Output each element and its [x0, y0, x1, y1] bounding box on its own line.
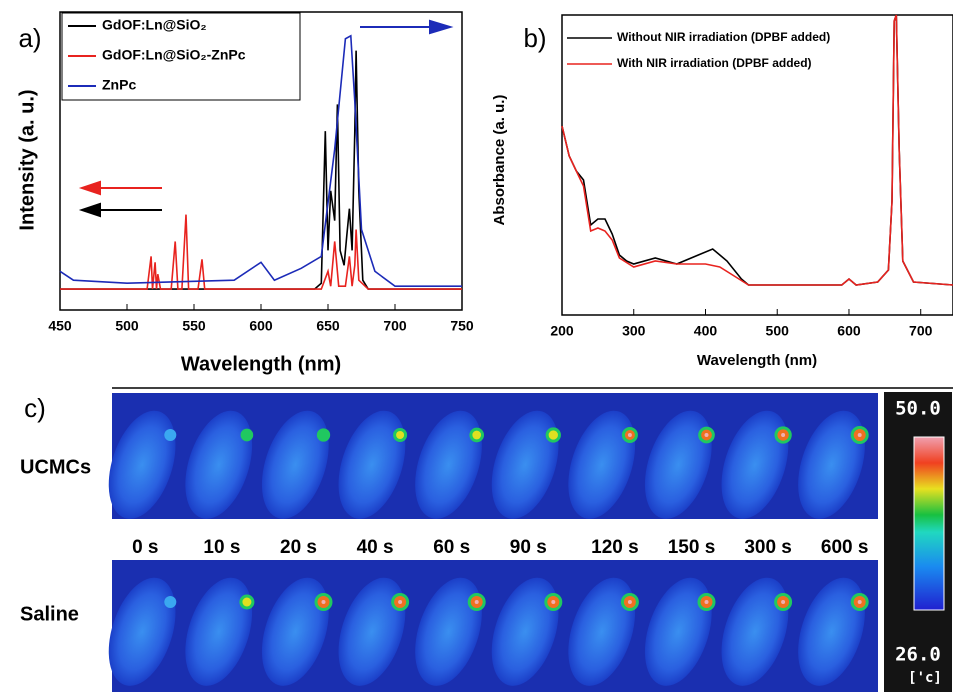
panel-label: a) [18, 23, 41, 53]
y-axis-label: Absorbance (a. u.) [491, 95, 508, 226]
mouse-body [185, 577, 253, 686]
colorbar-max-label: 50.0 [895, 398, 941, 420]
x-tick-label: 550 [182, 318, 206, 334]
mouse-body [721, 577, 789, 686]
mouse-body [108, 410, 176, 519]
x-tick-label: 700 [909, 323, 933, 339]
time-label: 90 s [510, 537, 547, 558]
hot-spot [548, 430, 558, 440]
x-tick-label: 450 [48, 318, 72, 334]
x-tick-label: 300 [622, 323, 646, 339]
x-tick-label: 500 [115, 318, 139, 334]
hot-spot [240, 428, 254, 442]
x-tick-label: 750 [450, 318, 474, 334]
arrow [360, 19, 454, 35]
mouse-body [261, 410, 329, 519]
x-tick-label: 200 [550, 323, 574, 339]
row-label: Saline [20, 603, 79, 625]
hot-spot [857, 600, 862, 604]
time-label: 150 s [668, 537, 716, 558]
colorbar-unit: ['c] [908, 670, 942, 686]
legend-label: GdOF:Ln@SiO₂ [102, 17, 207, 33]
legend-box [61, 12, 301, 101]
x-axis-label: Wavelength (nm) [697, 352, 817, 369]
hot-spot [472, 430, 482, 440]
mouse-body [798, 410, 865, 519]
mouse-body [261, 577, 329, 686]
spectrum-line [60, 214, 462, 290]
spectrum-line [59, 34, 462, 287]
x-tick-label: 400 [694, 323, 718, 339]
mouse-body [568, 410, 636, 519]
hot-spot [316, 428, 331, 442]
row-label: UCMCs [20, 456, 91, 478]
x-tick-label: 500 [766, 323, 790, 339]
hot-spot [474, 600, 479, 604]
mouse-body [338, 410, 406, 519]
panel-label: c) [24, 393, 46, 423]
time-label: 120 s [591, 537, 639, 558]
colorbar-min-label: 26.0 [895, 644, 941, 666]
legend-label: Without NIR irradiation (DPBF added) [617, 30, 830, 44]
hot-spot [704, 433, 709, 437]
hot-spot [551, 600, 556, 604]
hot-spot [398, 600, 403, 604]
hot-spot [164, 429, 177, 441]
hot-spot [781, 433, 786, 437]
mouse-body [491, 410, 559, 519]
panel-label: b) [523, 23, 546, 53]
mouse-body [644, 410, 712, 519]
x-axis-label: Wavelength (nm) [181, 353, 341, 375]
x-tick-label: 600 [249, 318, 273, 334]
legend-label: ZnPc [102, 77, 136, 93]
mouse-body [644, 577, 712, 686]
mouse-body [415, 577, 482, 686]
x-tick-label: 600 [837, 323, 861, 339]
mouse-body [798, 577, 865, 686]
mouse-body [185, 410, 253, 519]
mouse-body [721, 410, 789, 519]
time-label: 60 s [433, 537, 470, 558]
time-label: 20 s [280, 537, 317, 558]
mouse-body [108, 577, 176, 686]
mouse-body [338, 577, 406, 686]
colorbar [913, 436, 945, 611]
x-tick-label: 650 [316, 318, 340, 334]
time-label: 40 s [357, 537, 394, 558]
spectrum-line [561, 14, 953, 286]
hot-spot [627, 600, 632, 604]
hot-spot [321, 600, 326, 604]
hot-spot [627, 433, 632, 437]
x-tick-label: 700 [383, 318, 407, 334]
plot-frame [561, 14, 953, 316]
hot-spot [242, 597, 252, 607]
hot-spot [164, 596, 177, 608]
arrow [78, 202, 162, 218]
legend-label: GdOF:Ln@SiO₂-ZnPc [102, 47, 246, 63]
hot-spot [704, 600, 709, 604]
time-label: 600 s [821, 537, 869, 558]
time-label: 10 s [203, 537, 240, 558]
mouse-body [491, 577, 559, 686]
hot-spot [857, 433, 862, 437]
time-label: 300 s [744, 537, 792, 558]
hot-spot [781, 600, 786, 604]
legend-label: With NIR irradiation (DPBF added) [617, 56, 812, 70]
mouse-body [568, 577, 636, 686]
mouse-body [415, 410, 482, 519]
y-axis-label: Intensity (a. u.) [16, 89, 38, 230]
hot-spot [396, 431, 405, 439]
arrow [78, 180, 162, 196]
time-label: 0 s [132, 537, 158, 558]
